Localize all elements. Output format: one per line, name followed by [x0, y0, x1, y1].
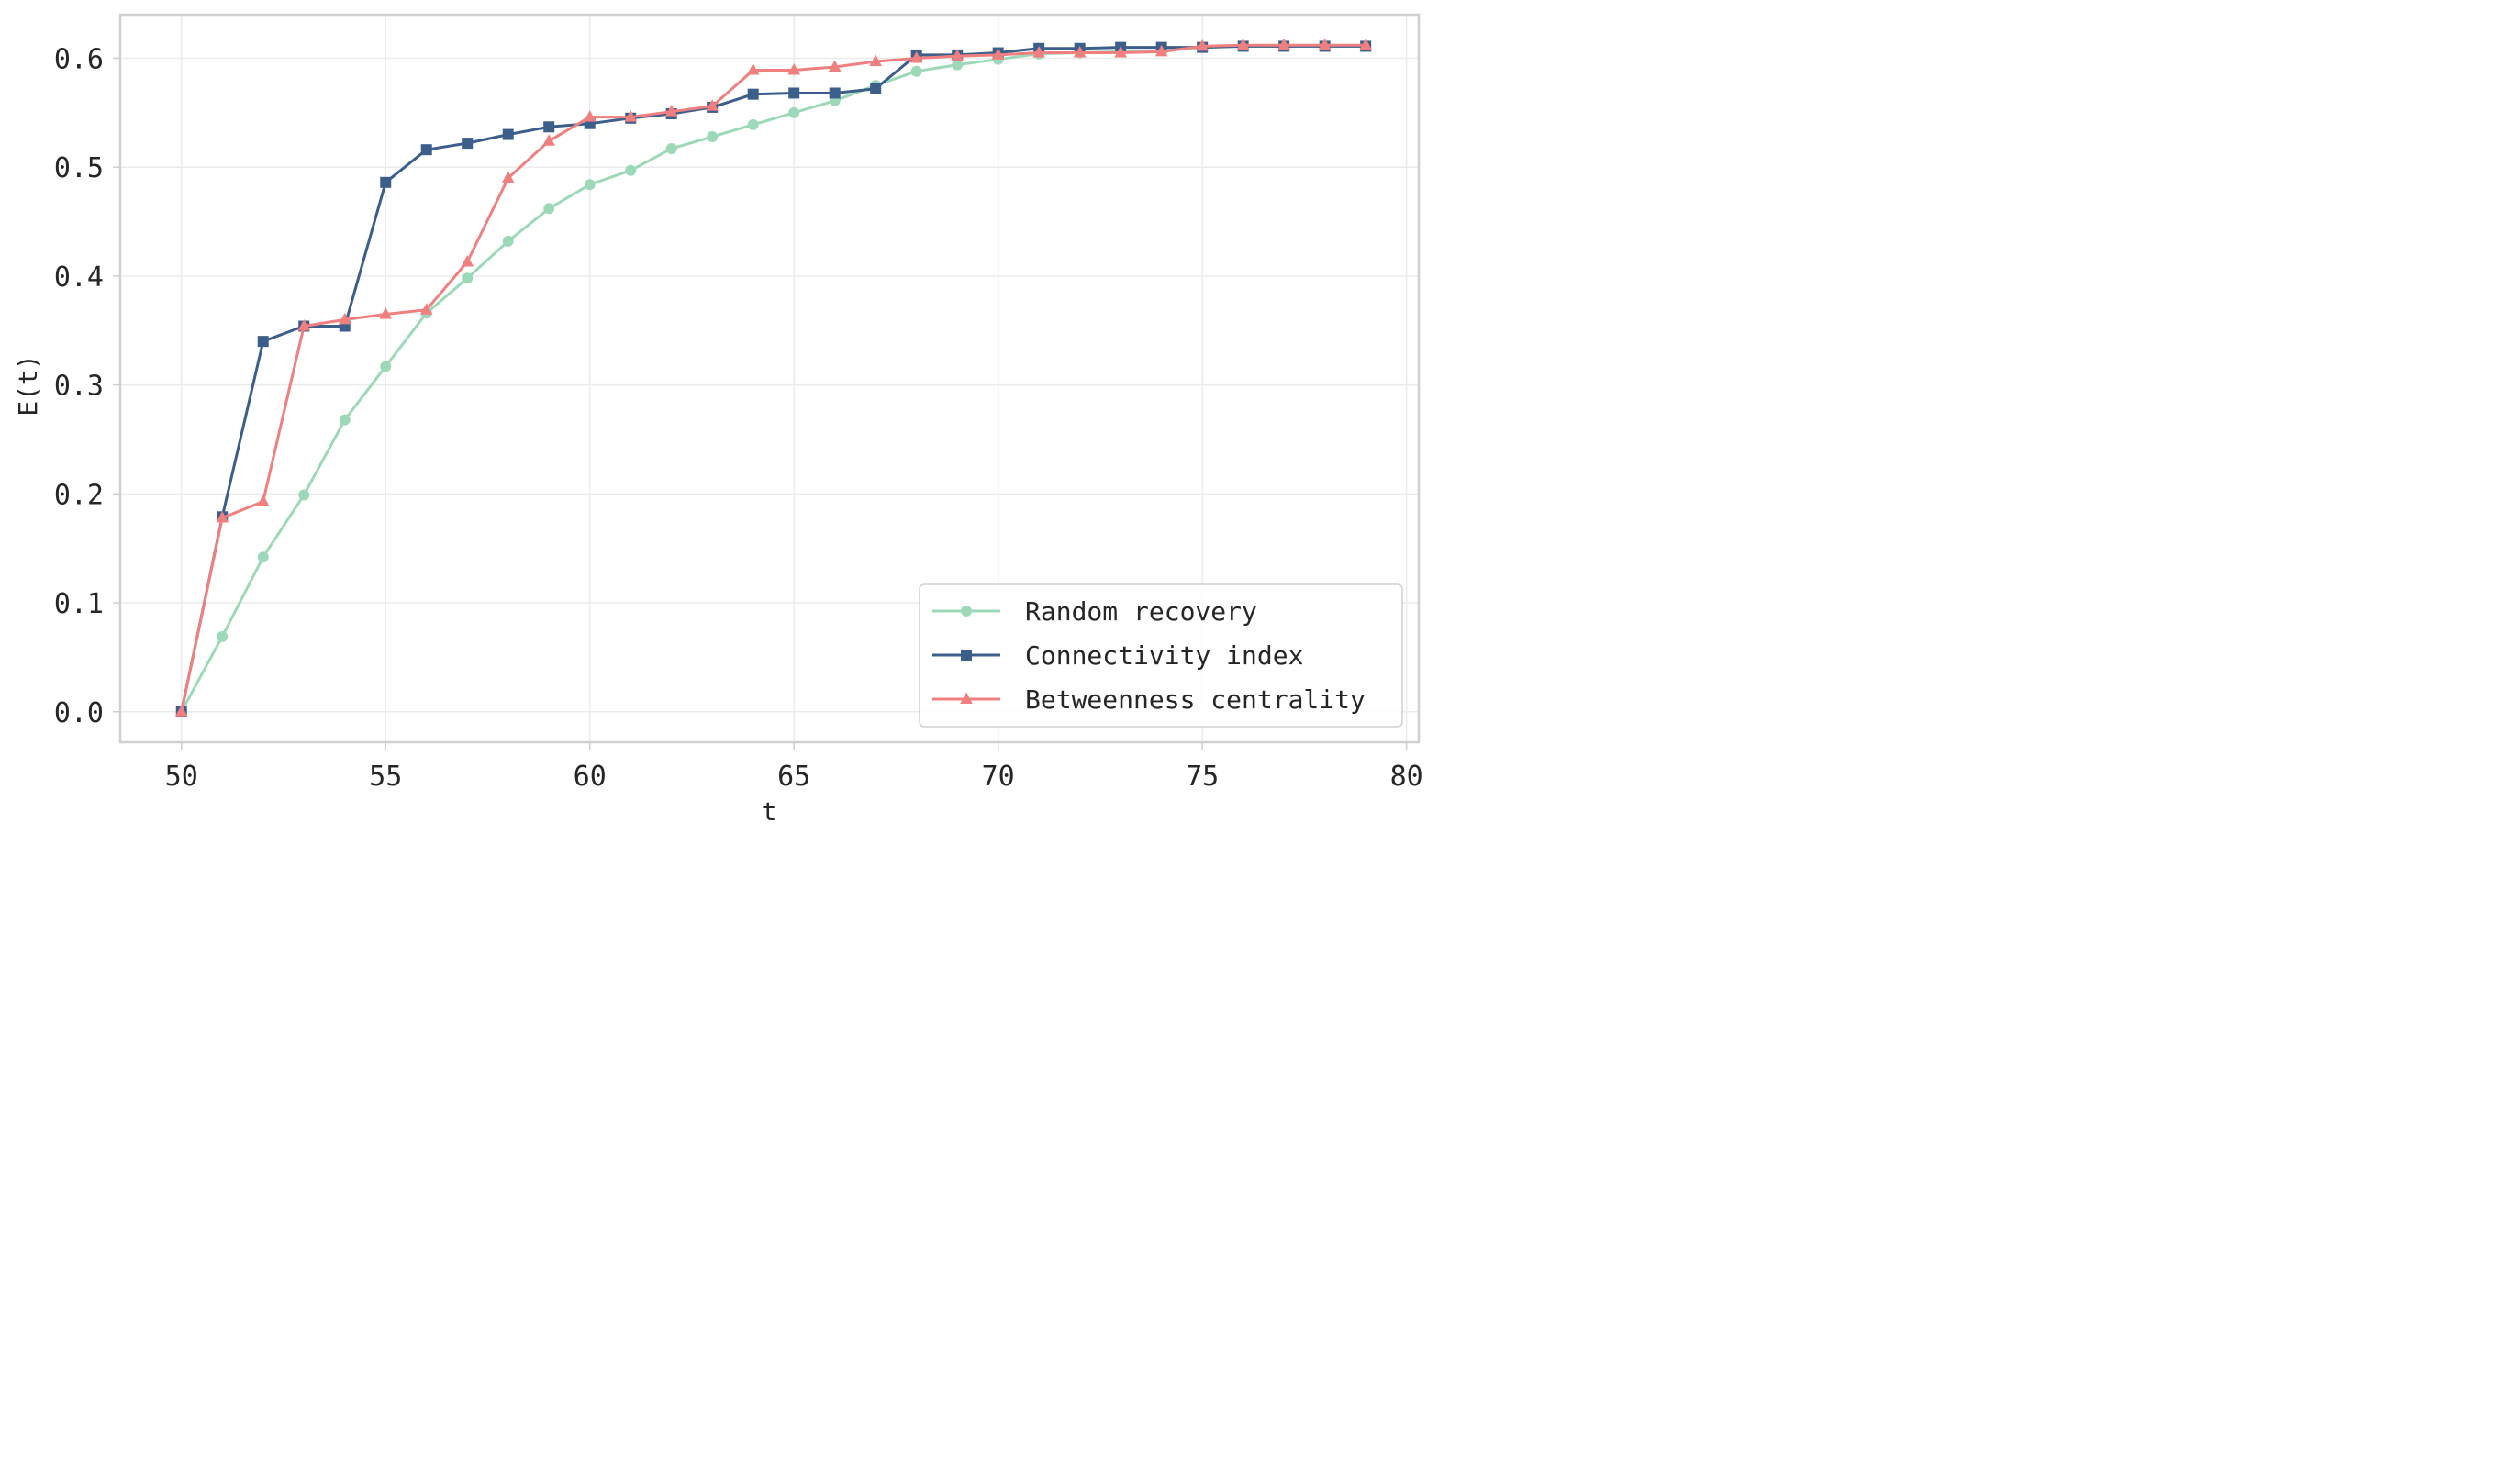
data-point: [420, 144, 432, 156]
x-axis-ticks: 50 55 60 65 70 75 80: [165, 742, 1423, 793]
data-point: [502, 128, 514, 140]
data-point: [583, 110, 597, 122]
x-tick-label: 80: [1390, 761, 1423, 793]
data-point: [216, 510, 229, 523]
data-point: [256, 495, 270, 506]
data-point: [461, 254, 474, 267]
grid: [120, 15, 1419, 742]
y-axis-label: E(t): [13, 354, 43, 416]
data-point: [909, 50, 923, 63]
data-point: [217, 630, 229, 642]
data-point: [746, 63, 760, 75]
legend-marker: [960, 692, 973, 704]
legend-marker: [961, 650, 972, 661]
data-point: [788, 87, 800, 99]
series-betweenness-centrality: [174, 38, 1372, 717]
plot-frame: [118, 13, 1421, 744]
x-tick-label: 70: [982, 761, 1015, 793]
x-tick-label: 55: [369, 761, 402, 793]
data-point: [257, 551, 269, 563]
data-point: [1154, 44, 1168, 57]
data-point: [951, 49, 964, 61]
data-point: [624, 110, 638, 122]
data-point: [991, 48, 1005, 60]
data-point: [1196, 39, 1209, 51]
x-axis-label: t: [762, 796, 777, 827]
data-point: [828, 60, 842, 72]
data-point: [707, 130, 719, 142]
y-tick-label: 0.0: [54, 697, 104, 729]
data-point: [298, 489, 310, 501]
line-chart: 50 55 60 65 70 75 80 0.0 0.1 0.2 0.3 0.4 0.5 0.6 t E…: [13, 13, 1423, 827]
series-layer: [174, 38, 1372, 717]
data-point: [502, 235, 514, 247]
legend-box: [919, 583, 1403, 728]
data-point: [869, 54, 882, 67]
data-point: [910, 65, 922, 77]
data-point: [380, 176, 392, 188]
data-point: [1114, 46, 1127, 58]
data-point: [462, 272, 474, 284]
data-point: [543, 203, 555, 215]
data-point: [1032, 46, 1045, 58]
data-point: [419, 303, 433, 315]
data-point: [1359, 38, 1372, 50]
data-point: [379, 306, 393, 319]
data-point: [706, 99, 719, 111]
data-point: [174, 705, 188, 717]
data-point: [542, 134, 556, 146]
legend-item: Betweenness centrality: [932, 684, 1366, 715]
data-point: [380, 361, 392, 372]
data-point: [664, 105, 678, 117]
data-point: [787, 63, 800, 75]
x-tick-label: 60: [574, 761, 607, 793]
y-tick-label: 0.5: [54, 152, 104, 184]
data-point: [747, 118, 759, 130]
data-point: [829, 87, 841, 99]
data-point: [788, 106, 800, 118]
legend-label: Random recovery: [1025, 596, 1257, 627]
legend-item: Connectivity index: [932, 640, 1303, 671]
x-tick-label: 50: [165, 761, 198, 793]
data-point: [665, 143, 677, 155]
data-point: [338, 312, 351, 325]
y-tick-label: 0.4: [54, 261, 104, 294]
data-point: [1236, 38, 1250, 50]
data-point: [1073, 46, 1087, 58]
y-tick-label: 0.1: [54, 588, 104, 620]
data-point: [952, 59, 964, 71]
x-tick-label: 65: [777, 761, 810, 793]
data-point: [870, 83, 882, 94]
data-point: [501, 171, 515, 183]
data-point: [297, 319, 311, 331]
legend-marker: [961, 606, 972, 617]
legend-item: Random recovery: [932, 596, 1257, 627]
data-point: [747, 88, 759, 100]
data-point: [1277, 38, 1290, 50]
y-tick-label: 0.6: [54, 43, 104, 75]
data-point: [625, 164, 637, 176]
data-point: [339, 414, 351, 426]
y-axis-ticks: 0.0 0.1 0.2 0.3 0.4 0.5 0.6: [54, 43, 120, 729]
data-point: [462, 138, 474, 150]
x-tick-label: 75: [1186, 761, 1219, 793]
legend: Random recovery Connectivity index Between…: [919, 583, 1403, 728]
legend-label: Betweenness centrality: [1025, 684, 1366, 715]
legend-label: Connectivity index: [1025, 640, 1303, 671]
series-line: [180, 44, 1366, 713]
y-tick-label: 0.3: [54, 371, 104, 403]
data-point: [1318, 38, 1332, 50]
series-line: [180, 43, 1366, 713]
data-point: [257, 336, 269, 348]
y-tick-label: 0.2: [54, 479, 104, 511]
data-point: [584, 179, 596, 191]
data-point: [543, 121, 555, 133]
